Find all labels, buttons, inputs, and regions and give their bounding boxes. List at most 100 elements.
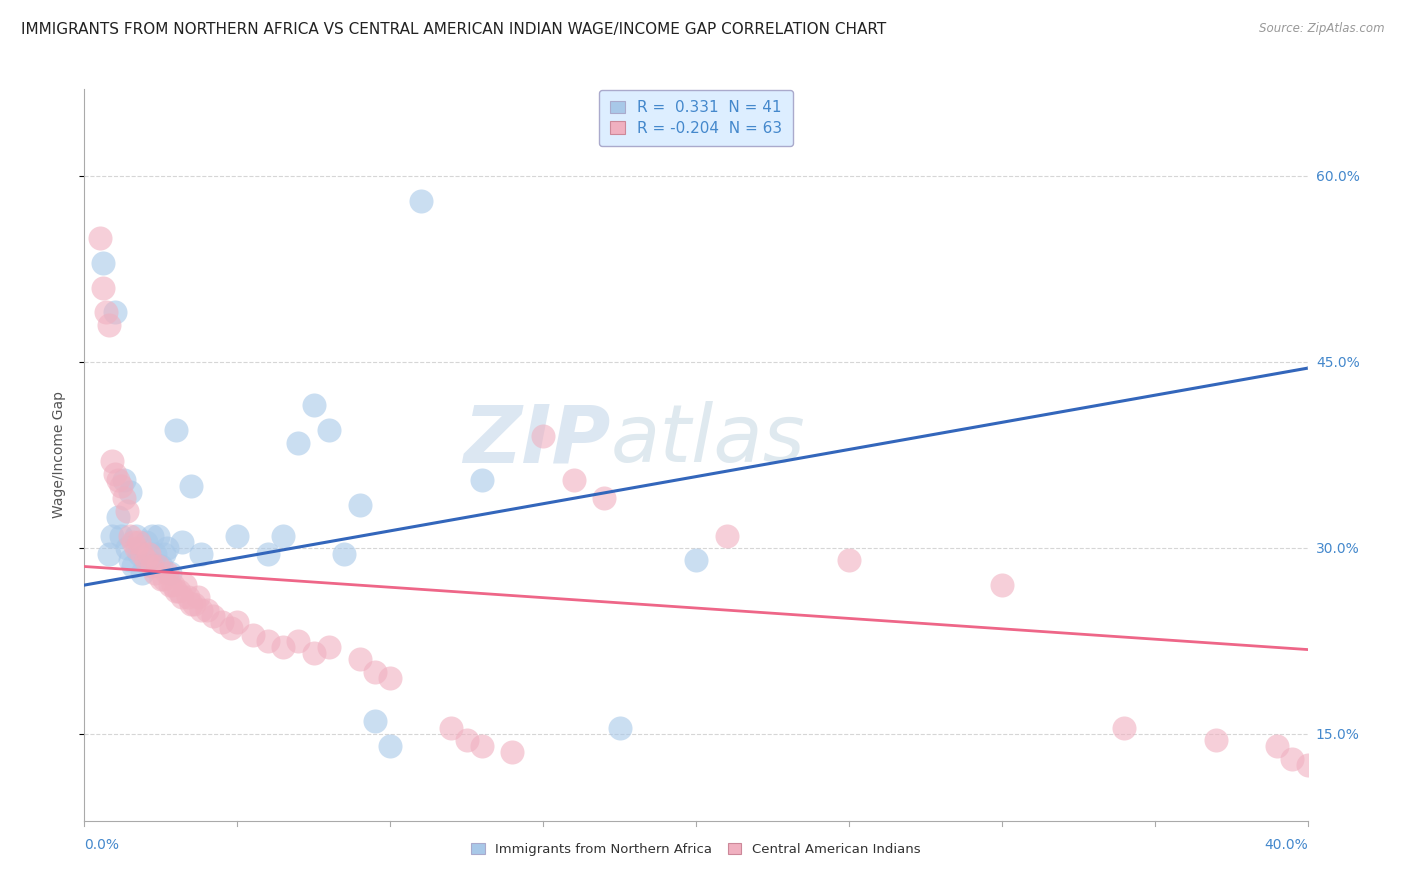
Point (271, 528, 294, 542)
Point (685, 553, 707, 567)
Point (190, 547, 212, 561)
Point (456, 733, 478, 747)
Point (333, 547, 356, 561)
Point (159, 566, 181, 580)
Point (716, 528, 738, 542)
Point (242, 628, 264, 642)
Point (91, 256, 114, 270)
Point (131, 566, 153, 580)
Point (153, 547, 176, 561)
Point (609, 721, 631, 735)
Point (302, 646, 325, 660)
Point (107, 473, 129, 487)
Point (471, 739, 494, 754)
Point (349, 652, 371, 666)
Point (110, 479, 132, 493)
Point (107, 509, 129, 524)
Point (104, 467, 127, 481)
Point (287, 633, 309, 648)
Point (219, 622, 242, 636)
Point (186, 591, 208, 605)
Point (257, 547, 280, 561)
Point (1296, 757, 1319, 772)
Point (471, 473, 494, 487)
Point (149, 559, 172, 574)
Point (174, 578, 197, 592)
Point (159, 578, 181, 592)
Point (162, 578, 184, 592)
Point (146, 528, 169, 542)
Point (195, 603, 218, 617)
Point (115, 504, 138, 518)
Point (143, 566, 166, 580)
Point (257, 633, 280, 648)
Point (156, 566, 179, 580)
Point (112, 473, 135, 487)
Y-axis label: Wage/Income Gap: Wage/Income Gap (52, 392, 66, 518)
Point (177, 591, 200, 605)
Point (172, 591, 194, 605)
Point (180, 479, 202, 493)
Point (146, 559, 169, 574)
Point (131, 547, 153, 561)
Point (89, 231, 111, 245)
Point (167, 584, 190, 599)
Point (440, 721, 463, 735)
Point (141, 559, 163, 574)
Text: ZIP: ZIP (463, 401, 610, 479)
Point (271, 640, 294, 654)
Point (141, 528, 163, 542)
Point (122, 534, 145, 549)
Point (135, 534, 157, 549)
Point (183, 597, 205, 611)
Point (593, 491, 616, 506)
Point (318, 423, 340, 437)
Point (287, 435, 309, 450)
Point (122, 559, 145, 574)
Point (1265, 739, 1288, 754)
Point (101, 454, 124, 468)
Text: 0.0%: 0.0% (84, 838, 120, 852)
Point (172, 534, 194, 549)
Point (302, 398, 325, 412)
Point (211, 615, 233, 630)
Point (1281, 752, 1303, 766)
Point (364, 714, 387, 729)
Point (97, 547, 120, 561)
Point (380, 671, 402, 685)
Point (112, 491, 135, 506)
Point (156, 541, 179, 555)
Point (201, 609, 224, 624)
Point (138, 547, 160, 561)
Point (180, 597, 202, 611)
Point (143, 547, 166, 561)
Point (380, 739, 402, 754)
Point (138, 553, 160, 567)
Point (101, 528, 124, 542)
Point (409, 194, 432, 208)
Point (531, 429, 554, 443)
Point (120, 528, 142, 542)
Point (165, 584, 187, 599)
Point (838, 553, 860, 567)
Point (562, 473, 585, 487)
Point (135, 553, 157, 567)
Point (120, 553, 142, 567)
Point (1205, 733, 1227, 747)
Legend: Immigrants from Northern Africa, Central American Indians: Immigrants from Northern Africa, Central… (467, 838, 925, 862)
Point (115, 541, 138, 555)
Point (349, 498, 371, 512)
Point (94, 305, 117, 319)
Point (128, 547, 150, 561)
Point (190, 603, 212, 617)
Point (125, 541, 148, 555)
Point (502, 746, 524, 760)
Point (97, 318, 120, 332)
Point (104, 305, 127, 319)
Point (226, 528, 249, 542)
Point (364, 665, 387, 679)
Text: IMMIGRANTS FROM NORTHERN AFRICA VS CENTRAL AMERICAN INDIAN WAGE/INCOME GAP CORRE: IMMIGRANTS FROM NORTHERN AFRICA VS CENTR… (21, 22, 886, 37)
Point (120, 485, 142, 500)
Point (110, 528, 132, 542)
Point (165, 423, 187, 437)
